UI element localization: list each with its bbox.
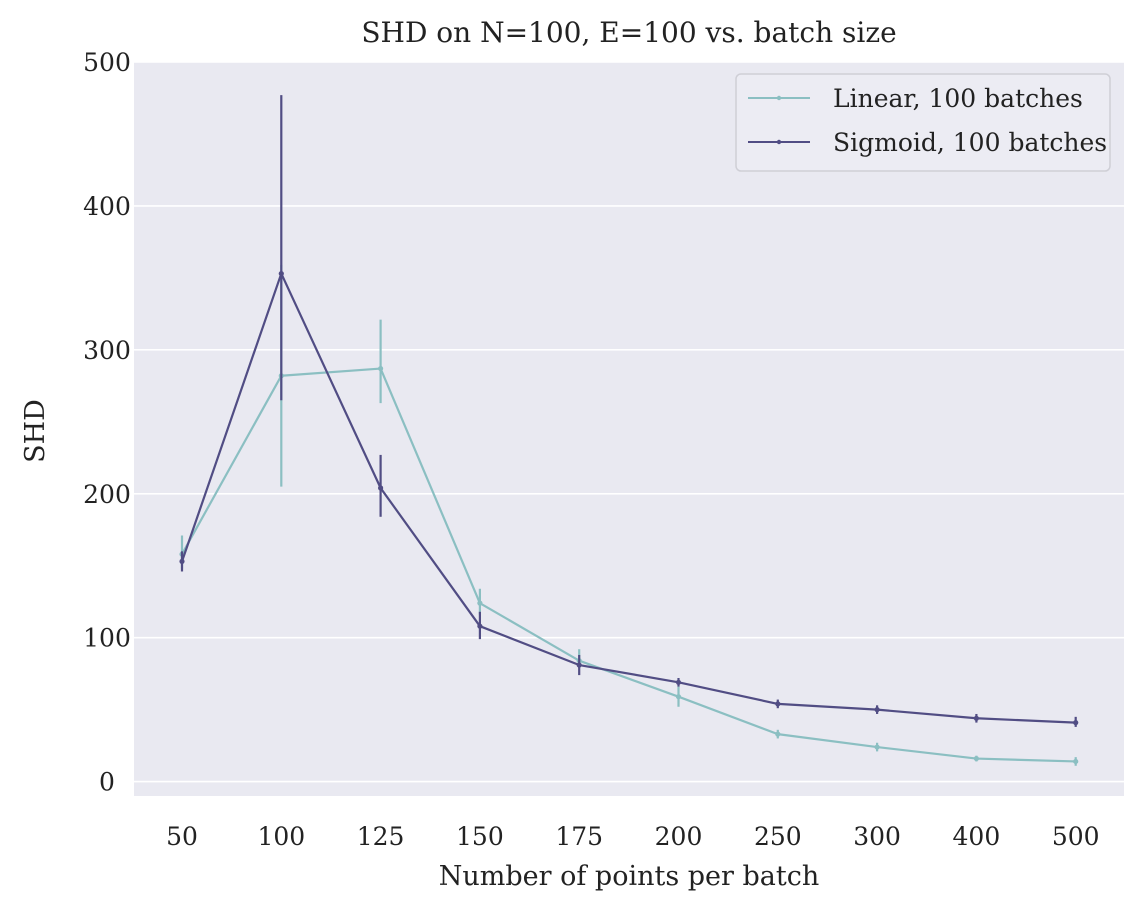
data-point-sigmoid-500 <box>1073 720 1079 726</box>
data-point-linear-150 <box>477 600 483 606</box>
data-point-sigmoid-125 <box>378 485 384 491</box>
data-point-linear-125 <box>378 365 384 372</box>
data-point-linear-500 <box>1073 758 1079 765</box>
data-point-linear-400 <box>973 755 980 762</box>
x-axis-label: Number of points per batch <box>439 861 820 892</box>
data-point-linear-200 <box>675 694 682 700</box>
x-tick-label-400: 400 <box>953 822 1001 851</box>
y-tick-label-200: 200 <box>83 480 131 509</box>
series-layer <box>179 95 1079 766</box>
legend-label-linear: Linear, 100 batches <box>833 84 1083 113</box>
x-tick-label-125: 125 <box>357 822 405 851</box>
data-point-sigmoid-200 <box>675 679 682 685</box>
data-point-sigmoid-150 <box>477 623 483 629</box>
y-tick-label-400: 400 <box>83 192 131 221</box>
x-tick-label-175: 175 <box>555 822 603 851</box>
x-tick-label-200: 200 <box>655 822 703 851</box>
legend-label-sigmoid: Sigmoid, 100 batches <box>833 128 1107 157</box>
data-point-sigmoid-175 <box>576 662 582 668</box>
data-point-linear-300 <box>874 744 880 750</box>
legend-box <box>735 73 1111 172</box>
y-tick-label-300: 300 <box>83 336 131 365</box>
y-tick-label-100: 100 <box>83 624 131 653</box>
data-point-sigmoid-250 <box>775 701 781 707</box>
series-sigmoid <box>179 95 1079 727</box>
y-tick-labels: 0 100 200 300 400 500 <box>83 48 131 797</box>
legend-marker-sigmoid <box>776 139 782 145</box>
chart-title: SHD on N=100, E=100 vs. batch size <box>361 16 896 49</box>
data-point-sigmoid-50 <box>179 558 185 565</box>
plot-area <box>134 62 1124 796</box>
data-point-sigmoid-400 <box>973 715 980 721</box>
x-tick-label-100: 100 <box>257 822 305 851</box>
x-tick-labels: 50 100 125 150 175 200 250 300 400 500 <box>166 822 1099 851</box>
legend-marker-linear <box>776 95 782 101</box>
x-tick-label-500: 500 <box>1052 822 1100 851</box>
y-tick-label-0: 0 <box>99 768 115 797</box>
data-point-sigmoid-100 <box>278 270 284 277</box>
data-point-linear-250 <box>775 731 781 737</box>
legend: Linear, 100 batches Sigmoid, 100 batches <box>735 73 1111 172</box>
y-tick-label-500: 500 <box>83 48 131 77</box>
data-point-sigmoid-300 <box>874 707 880 713</box>
x-tick-label-250: 250 <box>754 822 802 851</box>
series-line-linear <box>181 367 1076 763</box>
x-tick-label-50: 50 <box>166 822 198 851</box>
gridlines <box>134 61 1124 783</box>
series-line-sigmoid <box>180 272 1076 724</box>
x-tick-label-150: 150 <box>456 822 504 851</box>
y-axis-label: SHD <box>20 399 51 463</box>
x-tick-label-300: 300 <box>853 822 901 851</box>
